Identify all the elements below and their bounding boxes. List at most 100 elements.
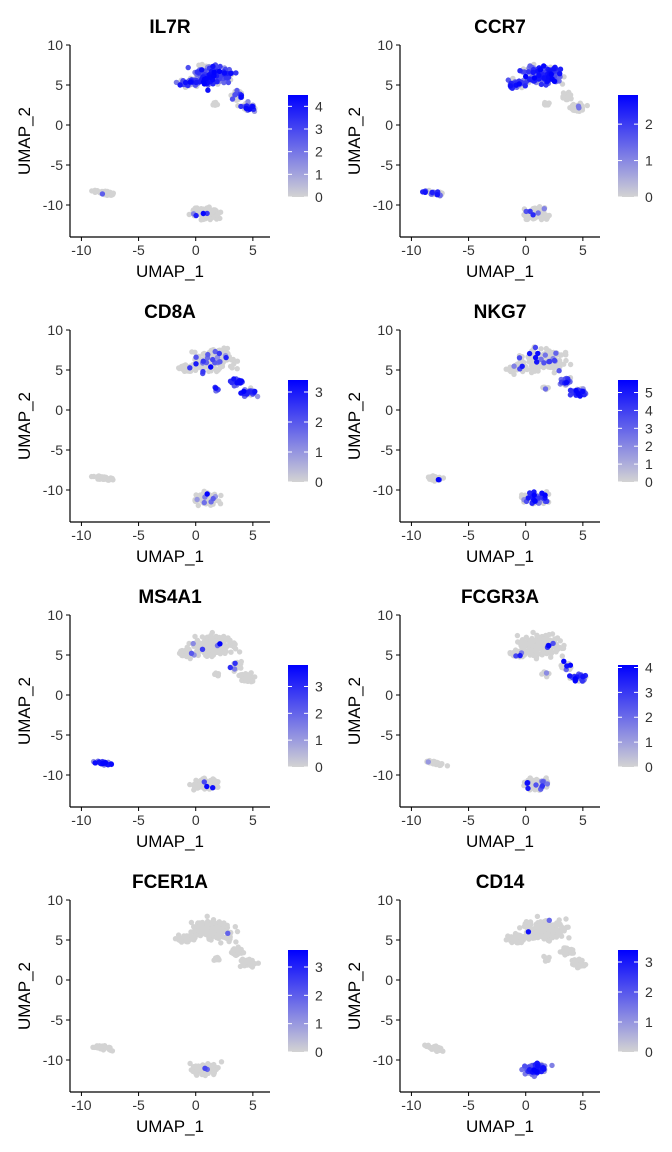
- cell-point: [538, 81, 545, 88]
- cell-point: [212, 348, 218, 355]
- cell-point: [216, 365, 223, 371]
- cell-point: [183, 933, 189, 939]
- cell-point: [551, 370, 557, 376]
- plot-title: MS4A1: [138, 587, 202, 608]
- cell-point: [525, 929, 532, 935]
- cell-point: [245, 99, 251, 105]
- cell-point: [227, 664, 233, 671]
- cell-point: [104, 188, 111, 195]
- cell-point: [553, 926, 559, 933]
- x-tick-label: 0: [522, 242, 530, 258]
- cell-point: [234, 87, 240, 94]
- cell-point: [533, 656, 540, 662]
- cell-point: [230, 948, 236, 955]
- cell-point: [543, 345, 549, 352]
- cell-point: [582, 961, 589, 968]
- cell-point: [99, 191, 106, 197]
- y-tick-label: -5: [51, 1012, 64, 1028]
- color-scale-tick-label: 2: [315, 144, 323, 160]
- cell-point: [435, 477, 442, 483]
- cell-point: [555, 931, 561, 937]
- x-tick-label: 5: [579, 242, 587, 258]
- cell-point: [538, 346, 544, 352]
- cell-point: [532, 368, 538, 374]
- scatter-points: [420, 61, 590, 223]
- color-scale-tick-label: 1: [315, 1016, 323, 1032]
- cell-point: [518, 933, 524, 939]
- cell-point: [189, 934, 195, 940]
- cell-point: [204, 925, 211, 932]
- scatter-points: [88, 345, 261, 509]
- cell-point: [568, 95, 574, 102]
- cell-point: [561, 74, 567, 80]
- cell-point: [199, 634, 206, 640]
- x-tick-label: 0: [192, 527, 200, 543]
- feature-plot-ccr7: CCR7 -10 -5 0 5 -10 -5 0 5 10 UMAP_1 UMAP_2 0 1 2: [345, 17, 653, 281]
- x-axis-label: UMAP_1: [136, 832, 204, 851]
- cell-point: [422, 1042, 428, 1048]
- y-tick-label: -10: [43, 482, 63, 498]
- x-axis-label: UMAP_1: [466, 1117, 534, 1136]
- cell-point: [223, 354, 229, 361]
- cell-point: [218, 492, 224, 499]
- cell-point: [231, 376, 237, 382]
- plot-title: FCER1A: [132, 872, 208, 893]
- cell-point: [196, 62, 202, 68]
- cell-point: [191, 924, 197, 930]
- y-tick-label: 10: [47, 892, 63, 908]
- cell-point: [559, 927, 565, 934]
- cell-point: [543, 932, 549, 939]
- cell-point: [200, 210, 206, 217]
- cell-point: [233, 70, 239, 76]
- x-tick-label: 5: [579, 1097, 587, 1113]
- y-axis-label: UMAP_2: [345, 962, 364, 1030]
- cell-point: [527, 775, 533, 781]
- cell-point: [576, 105, 582, 111]
- cell-point: [201, 779, 207, 785]
- y-axis-label: UMAP_2: [345, 392, 364, 460]
- cell-point: [194, 496, 200, 503]
- scatter-points: [425, 344, 589, 507]
- cell-point: [517, 68, 523, 74]
- y-tick-label: -5: [381, 157, 394, 173]
- y-tick-label: 0: [385, 402, 393, 418]
- cell-point: [210, 785, 216, 791]
- cell-point: [229, 96, 236, 102]
- cell-point: [191, 928, 197, 935]
- cell-point: [175, 936, 181, 942]
- axes: -10 -5 0 5 -10 -5 0 5 10: [373, 37, 600, 258]
- color-scale-tick-label: 2: [315, 414, 323, 430]
- cell-point: [193, 1063, 199, 1069]
- color-scale-tick-label: 0: [315, 1044, 323, 1060]
- x-tick-label: 0: [522, 527, 530, 543]
- cell-point: [440, 475, 447, 481]
- scatter-points: [89, 61, 258, 223]
- cell-point: [523, 216, 529, 223]
- cell-point: [523, 208, 529, 215]
- cell-point: [516, 355, 523, 361]
- cell-point: [211, 777, 217, 783]
- cell-point: [187, 781, 193, 788]
- color-scale-tick-label: 4: [645, 659, 653, 675]
- cell-point: [524, 934, 531, 940]
- cell-point: [567, 662, 574, 668]
- cell-point: [544, 956, 550, 963]
- scatter-points: [90, 913, 261, 1079]
- cell-point: [578, 961, 584, 968]
- color-scale-tick-label: 4: [315, 98, 323, 114]
- cell-point: [186, 211, 192, 218]
- cell-point: [540, 650, 546, 657]
- x-axis-label: UMAP_1: [466, 547, 534, 566]
- cell-point: [556, 368, 562, 374]
- cell-point: [551, 357, 558, 364]
- axes: -10 -5 0 5 -10 -5 0 5 10: [373, 607, 600, 828]
- cell-point: [243, 105, 249, 112]
- x-tick-label: 0: [192, 242, 200, 258]
- cell-point: [108, 761, 114, 767]
- cell-point: [187, 1060, 193, 1067]
- cell-point: [584, 102, 590, 109]
- cell-point: [535, 1063, 541, 1069]
- cell-point: [206, 215, 212, 222]
- scatter-points: [422, 913, 589, 1080]
